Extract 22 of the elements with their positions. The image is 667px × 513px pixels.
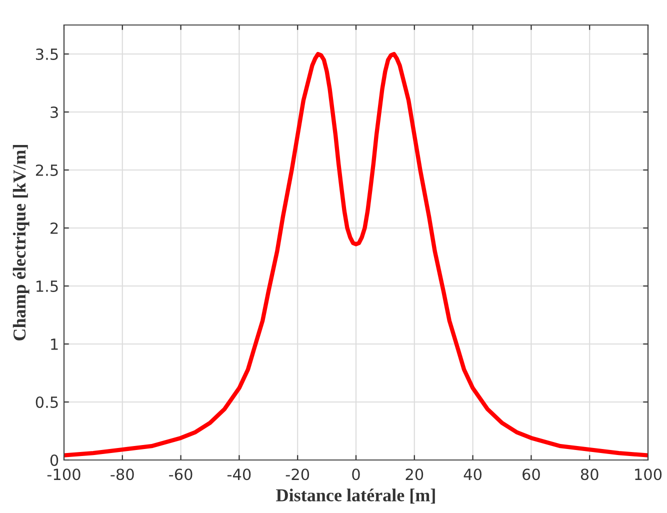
y-tick-label: 0 [50, 454, 58, 466]
y-tick-label: 3.5 [36, 48, 58, 60]
y-tick-label: 1.5 [36, 280, 58, 292]
y-tick-label: 0.5 [36, 396, 58, 408]
x-tick-label: 100 [635, 468, 662, 480]
x-tick-label: -20 [286, 468, 310, 480]
y-axis-title: Champ électrique [kV/m] [12, 145, 30, 340]
x-tick-label: -60 [169, 468, 192, 480]
x-axis-title: Distance latérale [m] [276, 488, 435, 504]
x-tick-label: -40 [227, 468, 251, 480]
y-tick-label: 2 [50, 222, 58, 234]
x-tick-label: 40 [464, 468, 482, 480]
y-tick-label: 1 [51, 338, 58, 350]
y-tick-label: 3 [50, 106, 58, 118]
line-series [64, 52, 648, 458]
x-tick-label: -80 [110, 468, 134, 480]
x-tick-label: 0 [352, 468, 360, 480]
y-tick-label: 2.5 [36, 164, 58, 176]
x-tick-label: 80 [580, 468, 598, 480]
x-tick-label: -100 [47, 468, 80, 480]
x-tick-label: 60 [522, 468, 540, 480]
x-tick-label: 20 [406, 468, 424, 480]
